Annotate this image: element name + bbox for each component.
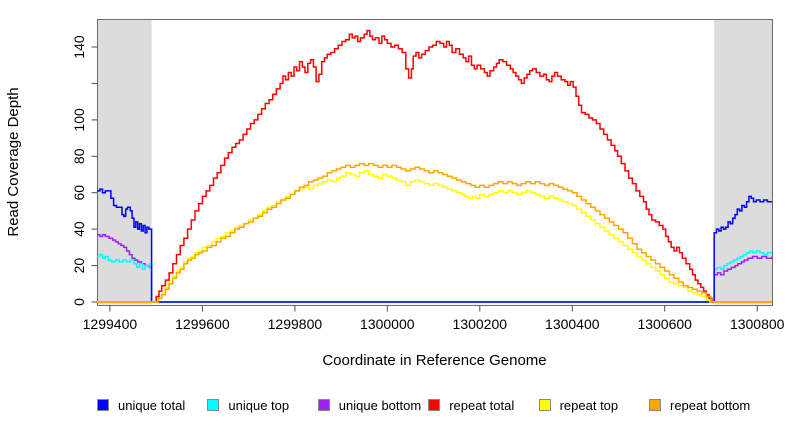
- chart-legend: unique total unique top unique bottom repea…: [0, 397, 792, 421]
- legend-swatch-repeat-bottom: [649, 399, 661, 411]
- legend-item-unique-top: unique top: [207, 397, 289, 413]
- legend-label: unique top: [228, 397, 290, 413]
- legend-label: repeat total: [449, 397, 515, 413]
- x-tick-label: 1299600: [175, 316, 230, 332]
- x-tick-label: 1300400: [545, 316, 600, 332]
- legend-swatch-repeat-top: [538, 399, 551, 411]
- plot-box: [97, 19, 773, 306]
- series-line-repeat-total: [97, 29, 772, 303]
- legend-label: repeat bottom: [670, 397, 751, 413]
- legend-swatch-unique-total: [97, 399, 109, 411]
- legend-swatch-unique-bottom: [317, 399, 330, 411]
- legend-label: unique bottom: [338, 397, 422, 413]
- y-axis-title: Read Coverage Depth: [5, 87, 22, 237]
- y-tick-label: 100: [71, 108, 87, 132]
- legend-item-repeat-bottom: repeat bottom: [649, 397, 750, 413]
- legend-item-repeat-total: repeat total: [428, 397, 514, 413]
- series-line-unique-total: [97, 188, 772, 303]
- x-tick-label: 1299400: [83, 316, 138, 332]
- series-line-repeat-top: [97, 170, 772, 303]
- y-tick-label: 80: [71, 148, 87, 164]
- x-tick-label: 1300600: [637, 316, 692, 332]
- shaded-region: [97, 20, 152, 305]
- x-tick-label: 1300000: [360, 316, 415, 332]
- y-tick-label: 20: [71, 258, 87, 274]
- x-tick-label: 1300800: [730, 316, 785, 332]
- x-tick-label: 1300200: [453, 316, 508, 332]
- x-tick-label: 1299800: [268, 316, 323, 332]
- legend-swatch-unique-top: [207, 399, 220, 411]
- y-tick-label: 140: [71, 35, 87, 59]
- y-tick-label: 60: [71, 185, 87, 201]
- legend-item-unique-total: unique total: [97, 397, 185, 413]
- legend-label: unique total: [118, 397, 186, 413]
- y-tick-label: 0: [71, 298, 87, 306]
- x-axis-title: Coordinate in Reference Genome: [322, 352, 547, 369]
- legend-item-repeat-top: repeat top: [538, 397, 619, 413]
- chart-canvas: 1299400 1299600 1299800 1300000 1300200 13004…: [71, 19, 785, 332]
- legend-swatch-repeat-total: [428, 399, 441, 411]
- y-tick-label: 40: [71, 221, 87, 237]
- legend-item-unique-bottom: unique bottom: [317, 397, 422, 413]
- series-line-unique-top: [97, 250, 772, 303]
- legend-label: repeat top: [559, 397, 619, 413]
- series-line-repeat-bottom: [97, 162, 772, 303]
